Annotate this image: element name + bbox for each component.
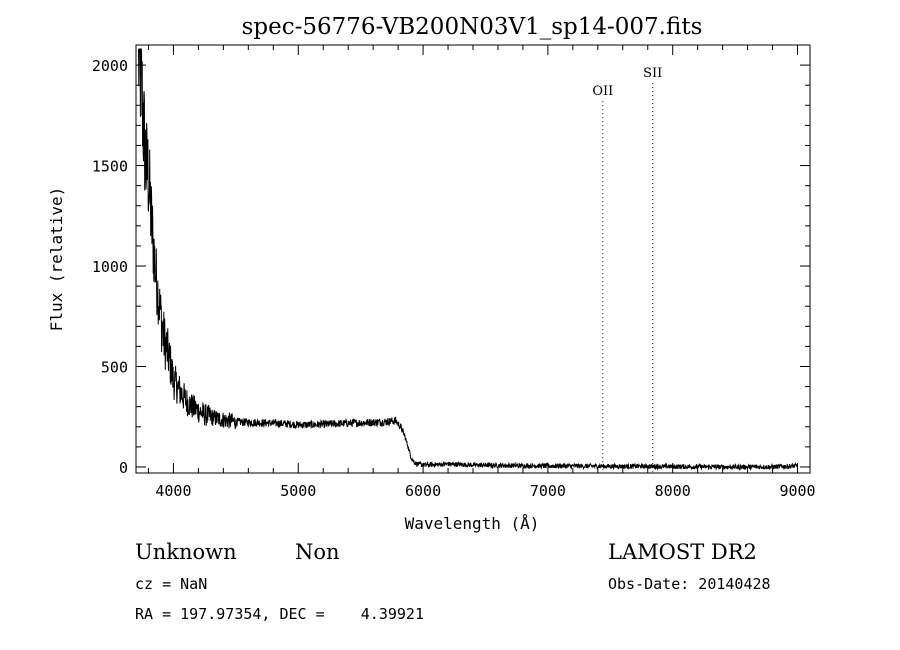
y-tick-label: 0 — [119, 459, 128, 477]
x-tick-label: 9000 — [779, 482, 815, 500]
x-axis-ticks: 4000 5000 6000 7000 8000 9000 — [147, 45, 816, 500]
y-axis-ticks: 0 500 1000 1500 2000 — [92, 57, 810, 477]
y-tick-label: 1000 — [92, 258, 128, 276]
obs-date: Obs-Date: 20140428 — [608, 575, 771, 593]
y-axis-label: Flux (relative) — [47, 187, 66, 332]
y-tick-label: 2000 — [92, 57, 128, 75]
object-subclass: Non — [295, 540, 340, 564]
y-tick-label: 500 — [101, 359, 128, 377]
survey-name: LAMOST DR2 — [608, 540, 757, 564]
x-tick-label: 4000 — [155, 482, 191, 500]
x-tick-label: 8000 — [655, 482, 691, 500]
line-marker-label: SII — [643, 66, 662, 81]
x-axis-label: Wavelength (Å) — [405, 514, 540, 533]
redshift-cz: cz = NaN — [135, 575, 207, 593]
spectrum-line — [138, 48, 798, 472]
emission-line-markers: OII SII — [592, 66, 662, 473]
x-tick-label: 6000 — [405, 482, 441, 500]
y-tick-label: 1500 — [92, 158, 128, 176]
plot-frame — [135, 44, 811, 474]
ra-dec-coords: RA = 197.97354, DEC = 4.39921 — [135, 605, 424, 623]
x-tick-label: 5000 — [280, 482, 316, 500]
object-class: Unknown — [135, 540, 237, 564]
chart-title: spec-56776-VB200N03V1_sp14-007.fits — [242, 14, 703, 40]
line-marker-label: OII — [592, 84, 613, 99]
x-tick-label: 7000 — [530, 482, 566, 500]
